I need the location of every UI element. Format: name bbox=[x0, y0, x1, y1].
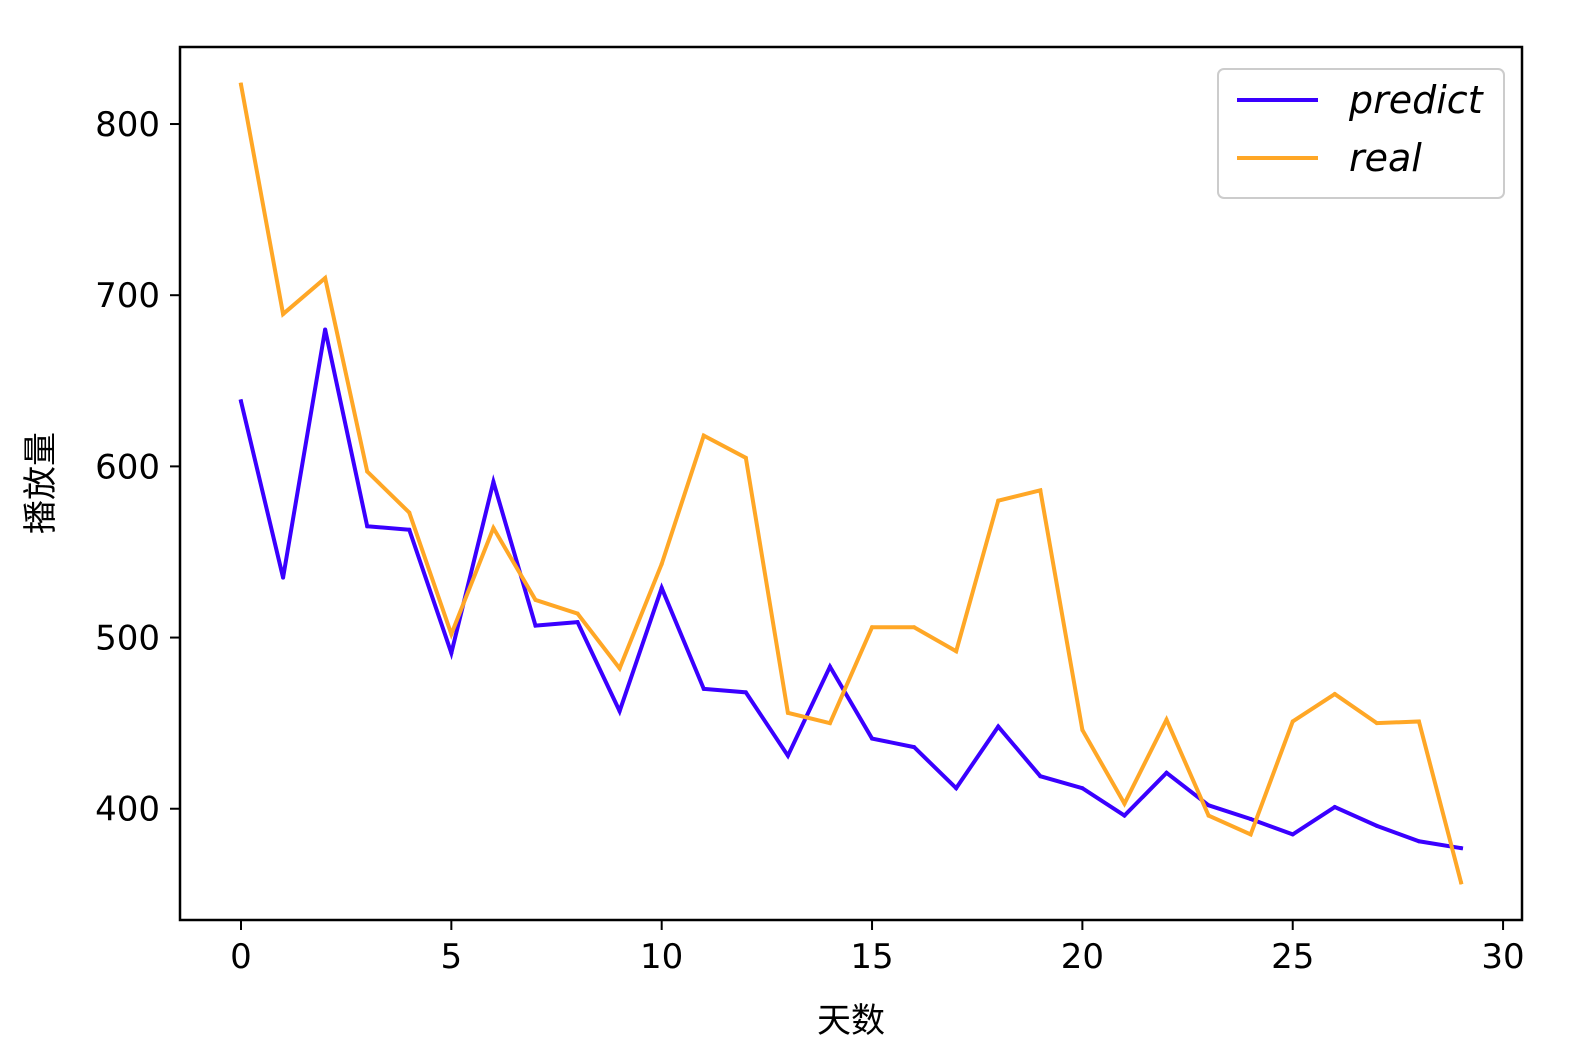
data-point-real bbox=[1122, 801, 1127, 806]
data-point-real bbox=[1248, 832, 1253, 837]
data-point-predict bbox=[1416, 839, 1421, 844]
data-point-real bbox=[785, 710, 790, 715]
x-tick-label: 10 bbox=[640, 937, 683, 977]
data-point-real bbox=[533, 597, 538, 602]
data-point-predict bbox=[954, 786, 959, 791]
data-point-real bbox=[1459, 880, 1463, 885]
data-point-predict bbox=[1374, 823, 1379, 828]
data-point-real bbox=[954, 649, 959, 654]
y-tick-label: 500 bbox=[95, 619, 160, 659]
data-point-predict bbox=[1038, 774, 1043, 779]
data-point-real bbox=[281, 312, 286, 317]
data-point-predict bbox=[743, 690, 748, 695]
y-axis: 400 500 600 700 800 bbox=[95, 105, 180, 830]
data-point-predict bbox=[239, 399, 243, 404]
y-tick-label: 800 bbox=[95, 105, 160, 145]
data-point-real bbox=[449, 632, 454, 637]
data-point-predict bbox=[912, 745, 917, 750]
data-point-predict bbox=[1080, 786, 1085, 791]
x-tick-label: 30 bbox=[1481, 937, 1524, 977]
series-layer bbox=[238, 82, 1464, 885]
x-tick-label: 20 bbox=[1061, 937, 1104, 977]
legend-label-real: real bbox=[1349, 136, 1422, 180]
data-point-predict bbox=[1248, 817, 1253, 822]
data-point-predict bbox=[785, 753, 790, 758]
data-point-real bbox=[912, 625, 917, 630]
data-point-predict bbox=[1206, 803, 1211, 808]
data-point-predict bbox=[1332, 805, 1337, 810]
data-point-predict bbox=[701, 686, 706, 691]
data-point-real bbox=[1332, 692, 1337, 697]
data-point-predict bbox=[323, 327, 328, 332]
data-point-predict bbox=[617, 709, 622, 714]
data-point-predict bbox=[827, 664, 832, 669]
data-point-predict bbox=[870, 736, 875, 741]
data-point-real bbox=[1374, 721, 1379, 726]
legend: predict real bbox=[1217, 68, 1505, 199]
data-point-predict bbox=[281, 575, 286, 580]
x-axis-label: 天数 bbox=[817, 1001, 885, 1041]
y-tick-label: 600 bbox=[95, 447, 160, 487]
data-point-real bbox=[827, 721, 832, 726]
data-point-real bbox=[323, 276, 328, 281]
data-point-real bbox=[659, 561, 664, 566]
data-point-real bbox=[1290, 719, 1295, 724]
data-point-real bbox=[1416, 719, 1421, 724]
data-point-real bbox=[996, 498, 1001, 503]
data-point-real bbox=[491, 526, 496, 531]
data-point-predict bbox=[491, 479, 496, 484]
data-point-real bbox=[870, 625, 875, 630]
plot-frame bbox=[178, 45, 1524, 922]
x-tick-label: 0 bbox=[230, 937, 252, 977]
data-point-predict bbox=[996, 724, 1001, 729]
data-point-real bbox=[743, 455, 748, 460]
data-point-predict bbox=[1122, 813, 1127, 818]
y-tick-label: 400 bbox=[95, 790, 160, 830]
y-axis-label: 播放量 bbox=[21, 432, 61, 534]
legend-label-predict: predict bbox=[1348, 78, 1485, 122]
data-point-real bbox=[1206, 813, 1211, 818]
data-point-real bbox=[1038, 488, 1043, 493]
x-tick-label: 5 bbox=[441, 937, 463, 977]
x-tick-label: 15 bbox=[850, 937, 893, 977]
data-point-real bbox=[701, 433, 706, 438]
y-tick-label: 700 bbox=[95, 276, 160, 316]
series-line-real bbox=[238, 82, 1464, 885]
data-point-predict bbox=[407, 527, 412, 532]
data-point-real bbox=[407, 510, 412, 515]
data-point-real bbox=[365, 469, 370, 474]
data-point-predict bbox=[575, 620, 580, 625]
series-line-predict bbox=[238, 329, 1464, 851]
data-point-predict bbox=[365, 524, 370, 529]
data-point-predict bbox=[1459, 846, 1463, 851]
data-point-real bbox=[617, 666, 622, 671]
data-point-predict bbox=[1164, 770, 1169, 775]
data-point-predict bbox=[533, 623, 538, 628]
data-point-real bbox=[575, 611, 580, 616]
data-point-real bbox=[1164, 717, 1169, 722]
data-point-real bbox=[239, 82, 243, 87]
data-point-real bbox=[1080, 727, 1085, 732]
x-axis: 0 5 10 15 20 25 30 bbox=[230, 920, 1525, 977]
data-point-predict bbox=[1290, 832, 1295, 837]
x-tick-label: 25 bbox=[1271, 937, 1314, 977]
data-point-predict bbox=[659, 585, 664, 590]
data-point-predict bbox=[449, 650, 454, 655]
legend-entries: predict real bbox=[1237, 78, 1485, 180]
